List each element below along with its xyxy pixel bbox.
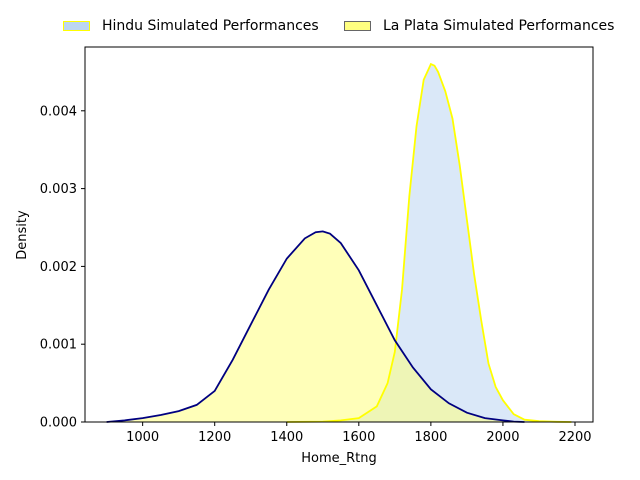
legend-label-la-plata: La Plata Simulated Performances — [383, 18, 615, 34]
legend: Hindu Simulated Performances La Plata Si… — [0, 18, 640, 38]
x-tick-label: 1400 — [270, 430, 303, 445]
x-tick-label: 1200 — [198, 430, 231, 445]
x-axis-ticks: 1000 1200 1400 1600 1800 2000 2200 — [126, 422, 592, 445]
legend-swatch-hindu — [63, 21, 90, 31]
y-tick-label: 0.004 — [40, 104, 77, 119]
y-tick-label: 0.000 — [40, 416, 77, 431]
x-axis-label: Home_Rtng — [301, 451, 377, 466]
density-area-la-plata — [106, 231, 525, 422]
density-area-hindu — [286, 64, 572, 422]
x-tick-label: 1600 — [342, 430, 375, 445]
x-tick-label: 2000 — [486, 430, 519, 445]
legend-item-la-plata: La Plata Simulated Performances — [344, 18, 614, 34]
x-tick-label: 1800 — [414, 430, 447, 445]
density-line-hindu — [286, 62, 572, 423]
y-tick-label: 0.001 — [40, 338, 77, 353]
series-lines — [106, 62, 572, 423]
y-tick-label: 0.002 — [40, 260, 77, 275]
x-tick-label: 2200 — [558, 430, 591, 445]
legend-item-hindu: Hindu Simulated Performances — [63, 18, 319, 34]
plot-frame — [84, 46, 594, 423]
density-line-la-plata — [106, 230, 525, 423]
x-tick-label: 1000 — [126, 430, 159, 445]
legend-label-hindu: Hindu Simulated Performances — [102, 18, 319, 34]
y-axis-label: Density — [15, 210, 30, 260]
y-tick-label: 0.003 — [40, 182, 77, 197]
legend-swatch-la-plata — [344, 21, 371, 31]
series-fills — [106, 64, 572, 422]
y-axis-ticks: 0.000 0.001 0.002 0.003 0.004 — [40, 104, 85, 431]
